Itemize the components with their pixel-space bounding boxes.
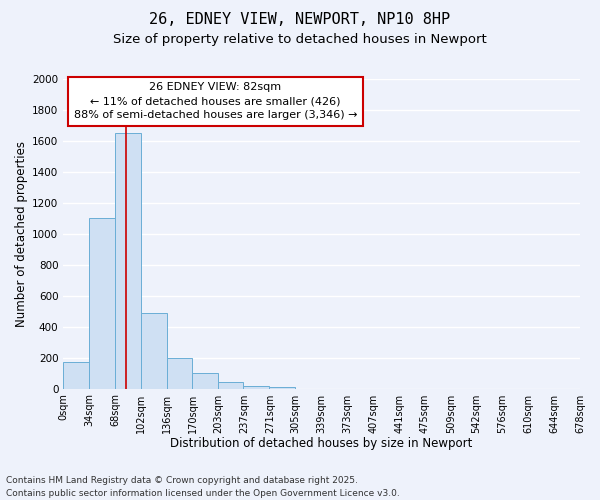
- X-axis label: Distribution of detached houses by size in Newport: Distribution of detached houses by size …: [170, 437, 473, 450]
- Bar: [269, 387, 295, 388]
- Bar: [167, 358, 193, 388]
- Bar: [141, 312, 167, 388]
- Bar: [115, 133, 141, 388]
- Bar: [63, 362, 89, 388]
- Y-axis label: Number of detached properties: Number of detached properties: [15, 141, 28, 327]
- Text: 26, EDNEY VIEW, NEWPORT, NP10 8HP: 26, EDNEY VIEW, NEWPORT, NP10 8HP: [149, 12, 451, 28]
- Text: Size of property relative to detached houses in Newport: Size of property relative to detached ho…: [113, 32, 487, 46]
- Bar: [218, 382, 244, 388]
- Bar: [244, 386, 269, 388]
- Text: 26 EDNEY VIEW: 82sqm
← 11% of detached houses are smaller (426)
88% of semi-deta: 26 EDNEY VIEW: 82sqm ← 11% of detached h…: [74, 82, 357, 120]
- Text: Contains HM Land Registry data © Crown copyright and database right 2025.
Contai: Contains HM Land Registry data © Crown c…: [6, 476, 400, 498]
- Bar: [89, 218, 115, 388]
- Bar: [193, 373, 218, 388]
